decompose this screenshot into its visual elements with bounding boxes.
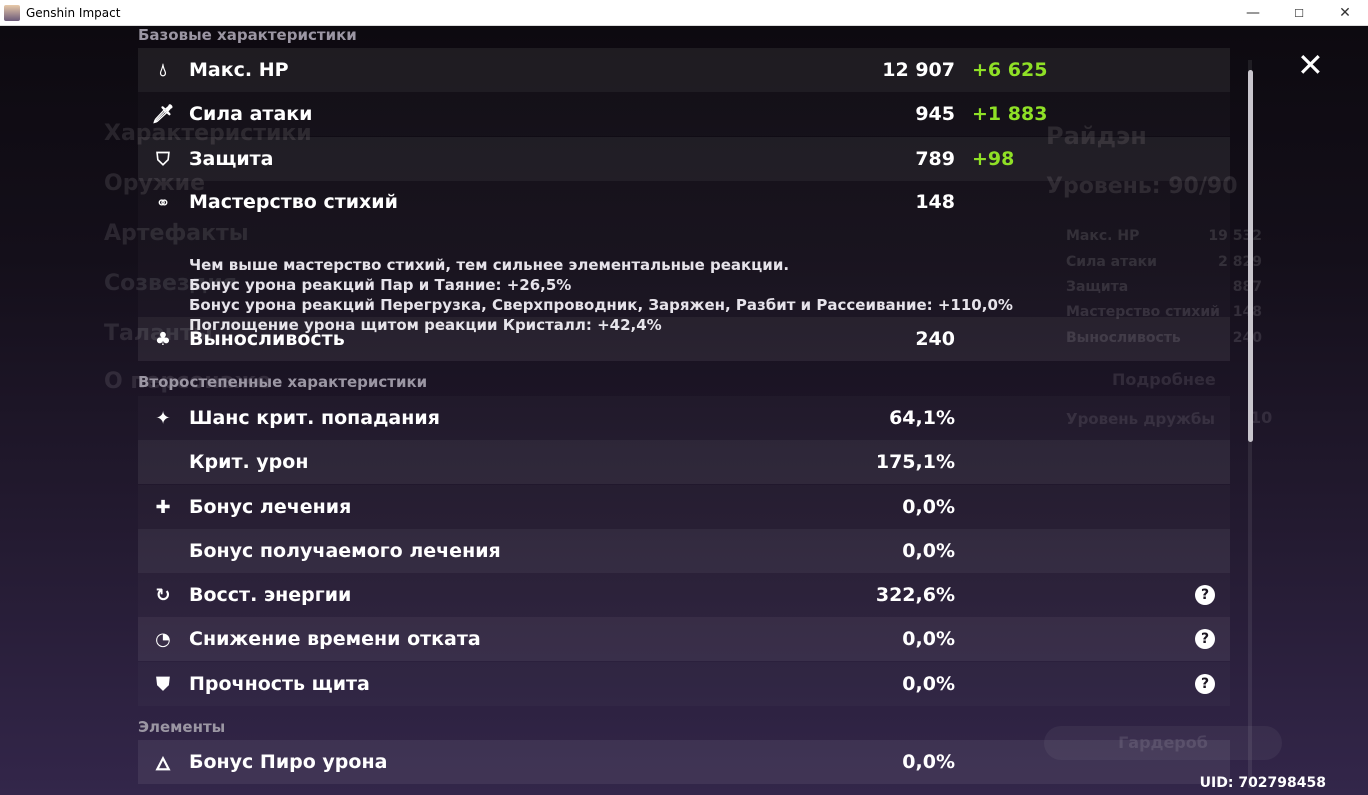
minimize-button[interactable]: — xyxy=(1246,5,1260,21)
bg-menu-item: Таланты xyxy=(104,321,213,346)
em-desc-line: Чем выше мастерство стихий, тем сильнее … xyxy=(189,256,790,274)
pyro-icon: 🜂 xyxy=(155,753,171,775)
stat-value: 12 907 xyxy=(882,59,955,81)
cross-icon: ✚ xyxy=(155,496,171,518)
energy-icon: ↻ xyxy=(155,584,171,606)
bg-level: Уровень: 90/90 xyxy=(1046,174,1238,199)
stat-label: Бонус Пиро урона xyxy=(189,751,388,773)
bg-stat-row: Мастерство стихий 148 xyxy=(1066,304,1262,320)
wardrobe-button: Гардероб xyxy=(1044,726,1282,760)
bg-menu-item: Характеристики xyxy=(104,121,312,146)
bg-stat-label: Мастерство стихий xyxy=(1066,304,1220,320)
stat-label: Выносливость xyxy=(189,328,345,350)
scrollbar-thumb[interactable] xyxy=(1248,70,1253,442)
stamina-icon: ♣ xyxy=(154,328,172,350)
stat-value: 322,6% xyxy=(875,584,955,606)
stat-row-cooldown: ◔ Снижение времени отката 0,0% ? xyxy=(138,617,1230,661)
em-description: Чем выше мастерство стихий, тем сильнее … xyxy=(189,255,1013,335)
stat-value: 0,0% xyxy=(902,540,955,562)
shield-strength-icon: ⛊ xyxy=(156,673,170,695)
stat-row-incoming-healing: Бонус получаемого лечения 0,0% xyxy=(138,529,1230,573)
stat-value: 148 xyxy=(915,191,955,213)
sword-icon: 🗡︎ xyxy=(151,103,175,125)
help-icon[interactable]: ? xyxy=(1195,585,1215,605)
bg-stat-row: Защита 887 xyxy=(1066,279,1262,295)
stat-bonus: +1 883 xyxy=(972,103,1048,125)
bg-stat-value: 240 xyxy=(1233,330,1262,346)
stat-label: Мастерство стихий xyxy=(189,191,398,213)
stat-label: Крит. урон xyxy=(189,451,309,473)
close-window-button[interactable]: ✕ xyxy=(1339,5,1351,21)
stat-row-shield-strength: ⛊ Прочность щита 0,0% ? xyxy=(138,662,1230,706)
stat-row-crit-rate: ✦ Шанс крит. попадания 64,1% xyxy=(138,396,1230,440)
stat-bonus: +6 625 xyxy=(972,59,1048,81)
shield-icon: ⛉ xyxy=(156,148,170,170)
cooldown-icon: ◔ xyxy=(155,628,171,650)
stat-value: 945 xyxy=(915,103,955,125)
stat-value: 789 xyxy=(915,148,955,170)
stat-label: Макс. HP xyxy=(189,59,289,81)
stat-value: 64,1% xyxy=(889,407,955,429)
stat-row-crit-dmg: Крит. урон 175,1% xyxy=(138,440,1230,484)
bg-menu-item: Артефакты xyxy=(104,221,249,246)
crit-icon: ✦ xyxy=(155,407,171,429)
stat-label: Сила атаки xyxy=(189,103,313,125)
bg-friendship-value: 10 xyxy=(1250,408,1273,427)
game-viewport: Характеристики Оружие Артефакты Созвезди… xyxy=(0,26,1368,795)
stat-value: 0,0% xyxy=(902,496,955,518)
bg-menu-item: Созвездия xyxy=(104,271,237,296)
stat-value: 240 xyxy=(915,328,955,350)
stat-label: Бонус получаемого лечения xyxy=(189,540,501,562)
stat-label: Снижение времени отката xyxy=(189,628,481,650)
bg-character-name: Райдэн xyxy=(1046,122,1147,150)
window-titlebar: Genshin Impact — ☐ ✕ xyxy=(0,0,1368,26)
help-icon[interactable]: ? xyxy=(1195,674,1215,694)
stat-label: Защита xyxy=(189,148,274,170)
bg-stat-label: Макс. HP xyxy=(1066,228,1140,244)
stat-row-attack: 🗡︎ Сила атаки 945 +1 883 xyxy=(138,92,1230,136)
em-desc-line: Поглощение урона щитом реакции Кристалл:… xyxy=(189,316,662,334)
stat-label: Бонус лечения xyxy=(189,496,352,518)
em-desc-line: Бонус урона реакций Перегрузка, Сверхпро… xyxy=(189,296,1013,314)
bg-stat-label: Защита xyxy=(1066,279,1129,295)
stat-row-healing-bonus: ✚ Бонус лечения 0,0% xyxy=(138,485,1230,529)
stat-value: 0,0% xyxy=(902,673,955,695)
bg-friendship: Уровень дружбы xyxy=(1066,410,1215,428)
stat-row-energy-recharge: ↻ Восст. энергии 322,6% ? xyxy=(138,573,1230,617)
stat-label: Восст. энергии xyxy=(189,584,352,606)
stat-bonus: +98 xyxy=(972,148,1015,170)
stat-label: Шанс крит. попадания xyxy=(189,407,440,429)
stat-value: 0,0% xyxy=(902,751,955,773)
bg-stat-label: Сила атаки xyxy=(1066,254,1157,270)
bg-more-button: Подробнее xyxy=(1112,370,1216,389)
stat-row-stamina: ♣ Выносливость 240 xyxy=(138,317,1230,361)
stat-row-elemental-mastery: ⚭ Мастерство стихий 148 xyxy=(138,181,1230,317)
stat-row-hp: 💧︎ Макс. HP 12 907 +6 625 xyxy=(138,48,1230,92)
bg-stat-value: 148 xyxy=(1233,304,1262,320)
app-icon xyxy=(4,4,20,21)
stat-row-defense: ⛉ Защита 789 +98 xyxy=(138,137,1230,181)
bg-stat-label: Выносливость xyxy=(1066,330,1181,346)
bg-stat-row: Выносливость 240 xyxy=(1066,330,1262,346)
stat-label: Прочность щита xyxy=(189,673,370,695)
stat-row-pyro-bonus: 🜂 Бонус Пиро урона 0,0% xyxy=(138,740,1230,784)
bg-menu-item: О персонаже xyxy=(104,369,272,394)
close-icon[interactable]: ✕ xyxy=(1297,46,1324,84)
stat-value: 0,0% xyxy=(902,628,955,650)
maximize-button[interactable]: ☐ xyxy=(1294,6,1304,20)
section-secondary-title: Второстепенные характеристики xyxy=(138,373,428,391)
section-elements-title: Элементы xyxy=(138,718,226,736)
drop-icon: 💧︎ xyxy=(159,59,167,81)
bg-menu-item: Оружие xyxy=(104,171,206,196)
stat-value: 175,1% xyxy=(875,451,955,473)
window-title: Genshin Impact xyxy=(26,5,121,20)
help-icon[interactable]: ? xyxy=(1195,629,1215,649)
em-desc-line: Бонус урона реакций Пар и Таяние: +26,5% xyxy=(189,276,572,294)
section-base-title: Базовые характеристики xyxy=(138,26,357,44)
bg-stat-value: 887 xyxy=(1233,279,1262,295)
uid-label: UID: 702798458 xyxy=(1199,775,1326,791)
rings-icon: ⚭ xyxy=(155,192,171,214)
